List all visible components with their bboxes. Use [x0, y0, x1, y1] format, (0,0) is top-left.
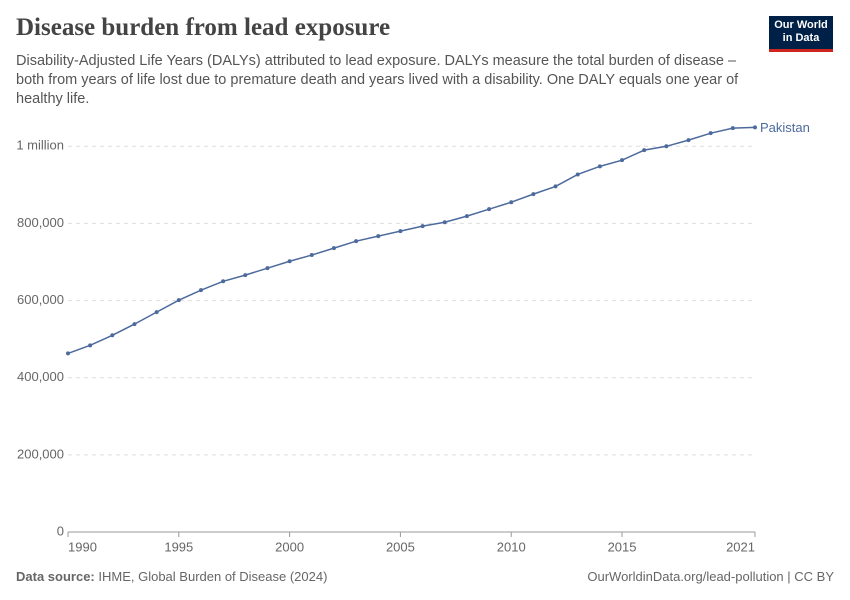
- series-label: Pakistan: [760, 120, 810, 135]
- y-tick-label: 600,000: [17, 292, 64, 307]
- data-point: [487, 207, 492, 212]
- data-point: [66, 351, 70, 356]
- chart-title: Disease burden from lead exposure: [16, 14, 391, 41]
- chart-subtitle: Disability-Adjusted Life Years (DALYs) a…: [16, 53, 739, 107]
- data-point: [730, 126, 735, 131]
- x-tick-label: 1990: [68, 539, 97, 554]
- footer-link[interactable]: OurWorldinData.org/lead-pollution | CC B…: [587, 569, 834, 584]
- logo-text: Our World: [774, 19, 828, 31]
- data-point: [531, 192, 536, 197]
- y-tick-label: 0: [57, 523, 64, 538]
- data-point: [176, 298, 181, 303]
- x-tick-label: 2000: [275, 539, 304, 554]
- logo-text: in Data: [782, 32, 820, 44]
- data-point: [509, 200, 514, 205]
- source-label: Data source:: [16, 569, 95, 584]
- series-line: [67, 126, 756, 355]
- data-point: [464, 214, 469, 219]
- data-point: [132, 322, 137, 327]
- data-point: [597, 164, 602, 169]
- data-point: [331, 246, 336, 251]
- data-point: [442, 220, 447, 225]
- y-tick-label: 800,000: [17, 215, 64, 230]
- chart: 0 200,000 400,000 600,000 800,000 1 million 19…: [16, 120, 810, 555]
- data-point: [154, 310, 159, 315]
- data-point: [686, 138, 691, 143]
- x-tick-label: 2005: [386, 539, 415, 554]
- data-point: [708, 131, 713, 136]
- y-tick-label: 1 million: [16, 138, 64, 153]
- data-point: [221, 279, 226, 284]
- data-point: [753, 125, 757, 130]
- data-point: [420, 224, 425, 229]
- source: Data source: IHME, Global Burden of Dise…: [16, 569, 327, 584]
- logo[interactable]: Our World in Data: [769, 16, 833, 52]
- x-tick-label: 2015: [608, 539, 637, 554]
- data-point: [243, 273, 248, 278]
- data-point: [398, 229, 403, 234]
- x-tick-label: 2021: [726, 539, 755, 554]
- data-point: [88, 343, 93, 348]
- data-point: [309, 253, 314, 258]
- x-tick-label: 1995: [164, 539, 193, 554]
- x-tick-label: 2010: [497, 539, 526, 554]
- data-point: [265, 266, 270, 271]
- data-point: [376, 234, 381, 239]
- source-text[interactable]: IHME, Global Burden of Disease (2024): [98, 569, 328, 584]
- data-point: [620, 158, 625, 163]
- data-point: [110, 333, 115, 338]
- data-point: [287, 259, 292, 264]
- data-point: [198, 288, 203, 293]
- data-point: [642, 148, 647, 153]
- data-point: [354, 239, 359, 244]
- data-point: [553, 184, 558, 189]
- data-point: [664, 144, 669, 149]
- data-point: [575, 172, 580, 177]
- y-tick-label: 200,000: [17, 446, 64, 461]
- y-tick-label: 400,000: [17, 369, 64, 384]
